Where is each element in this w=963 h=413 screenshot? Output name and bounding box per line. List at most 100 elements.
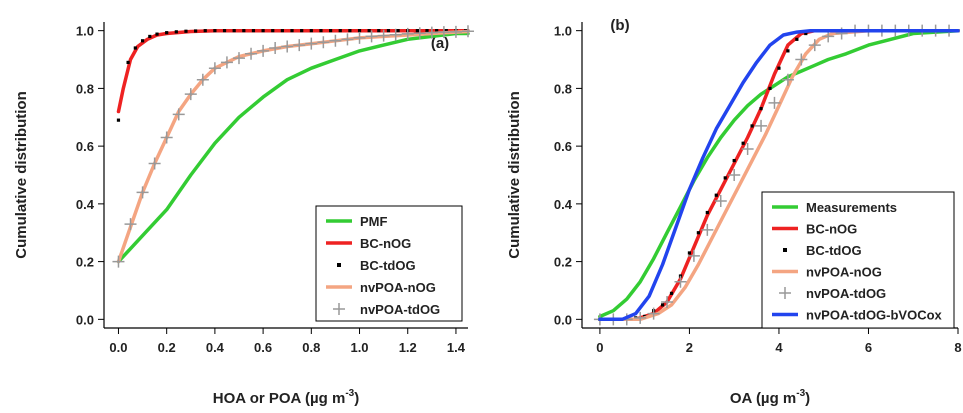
data-point-bc-tdog — [357, 29, 362, 33]
data-point-bc-tdog — [750, 124, 754, 128]
data-point-bc-tdog — [696, 231, 700, 235]
legend-label-bc-tdog: BC-tdOG — [806, 243, 862, 258]
data-point-nvpoa-tdog — [245, 47, 258, 60]
data-point-nvpoa-tdog — [389, 28, 402, 41]
data-point-bc-tdog — [759, 107, 763, 111]
y-tick-label: 0.4 — [554, 197, 573, 212]
data-point-bc-tdog — [300, 29, 304, 33]
y-axis-title: Cumulative distribution — [506, 91, 523, 259]
data-point-nvpoa-tdog — [124, 218, 137, 231]
x-tick-label: 8 — [954, 340, 961, 355]
data-point-bc-tdog — [768, 86, 772, 90]
data-point-bc-tdog — [338, 29, 342, 33]
data-point-nvpoa-tdog — [795, 53, 808, 66]
data-point-nvpoa-tdog — [647, 307, 660, 320]
x-tick-label: 0.0 — [109, 340, 127, 355]
data-point-bc-tdog — [155, 32, 159, 36]
panel-b: 0.0 0.2 0.4 0.6 0.8 1.0 0 2 4 6 8 Cumulative distri… — [506, 17, 962, 407]
axes: 0.0 0.2 0.4 0.6 0.8 1.0 0.0 0.2 0.4 0.6 0.8 1.0 1.2 1… — [76, 22, 468, 355]
data-point-bc-tdog — [203, 29, 207, 33]
data-point-nvpoa-tdog — [449, 25, 462, 38]
data-point-nvpoa-tdog — [768, 96, 781, 109]
data-point-nvpoa-tdog — [257, 44, 270, 57]
panel-label: (b) — [610, 17, 629, 34]
data-point-bc-tdog — [280, 29, 284, 33]
data-point-bc-tdog — [222, 29, 227, 33]
x-tick-label: 6 — [865, 340, 872, 355]
data-point-bc-tdog — [732, 158, 736, 163]
x-tick-label: 0.6 — [254, 340, 272, 355]
data-point-bc-tdog — [184, 29, 188, 33]
legend-label-bc-tdog: BC-tdOG — [360, 258, 416, 273]
data-point-bc-tdog — [348, 29, 352, 33]
data-point-bc-tdog — [705, 210, 709, 215]
data-point-bc-tdog — [377, 29, 381, 33]
data-point-nvpoa-tdog — [136, 186, 149, 199]
data-point-nvpoa-tdog — [661, 296, 674, 309]
data-point-nvpoa-tdog — [674, 275, 687, 288]
legend-label-bc-nog: BC-nOG — [806, 222, 857, 237]
legend-swatch-bc-tdog — [337, 263, 341, 267]
data-point-bc-tdog — [242, 29, 246, 33]
data-point-bc-tdog — [165, 31, 169, 35]
data-point-nvpoa-tdog — [781, 73, 794, 86]
x-tick-label: 2 — [686, 340, 693, 355]
legend-swatch-nvpoa-tdog — [333, 303, 345, 315]
series-line-nvpoa-tdog-bvocox — [598, 28, 960, 322]
data-point-bc-tdog — [290, 29, 294, 33]
data-point-nvpoa-tdog — [341, 33, 354, 46]
y-axis-title: Cumulative distribution — [13, 91, 30, 259]
data-point-nvpoa-tdog — [269, 41, 282, 54]
data-point-nvpoa-tdog — [634, 311, 647, 324]
data-point-nvpoa-tdog — [425, 26, 438, 39]
x-axis-title-end: ) — [805, 390, 810, 407]
data-point-bc-tdog — [309, 29, 313, 33]
data-point-nvpoa-tdog — [281, 40, 294, 53]
data-point-bc-tdog — [435, 29, 439, 33]
legend-label-nvpoa-tdog-bvocox: nvPOA-tdOG-bVOCox — [806, 308, 943, 323]
data-point-bc-tdog — [741, 141, 745, 145]
data-point-nvpoa-tdog — [687, 249, 700, 262]
x-tick-label: 0.4 — [206, 340, 225, 355]
data-point-nvpoa-tdog — [305, 37, 318, 50]
data-point-nvpoa-tdog — [232, 52, 245, 65]
data-point-nvpoa-tdog — [112, 255, 125, 268]
y-tick-label: 1.0 — [76, 24, 94, 39]
x-tick-label: 0 — [596, 340, 603, 355]
data-point-nvpoa-tdog — [353, 31, 366, 44]
y-tick-label: 0.0 — [76, 312, 94, 327]
data-point-bc-tdog — [669, 291, 674, 295]
data-point-bc-tdog — [133, 46, 137, 50]
x-tick-label: 1.0 — [350, 340, 368, 355]
data-point-bc-tdog — [232, 29, 236, 33]
x-tick-label: 4 — [775, 340, 783, 355]
data-point-nvpoa-tdog — [160, 131, 173, 144]
y-tick-label: 1.0 — [554, 24, 572, 39]
series-line-nvpoa-nog — [598, 28, 960, 322]
x-axis-title: OA (µg m-3) — [730, 388, 810, 407]
y-tick-label: 0.6 — [554, 139, 572, 154]
data-point-nvpoa-tdog — [714, 194, 727, 207]
data-point-bc-tdog — [795, 37, 799, 41]
data-point-bc-tdog — [804, 31, 808, 36]
legend-label-nvpoa-nog: nvPOA-nOG — [360, 280, 436, 295]
y-tick-label: 0.2 — [554, 255, 572, 270]
data-point-nvpoa-tdog — [184, 88, 197, 101]
x-tick-label: 1.4 — [447, 340, 466, 355]
x-tick-label: 1.2 — [399, 340, 417, 355]
panel-a: 0.0 0.2 0.4 0.6 0.8 1.0 0.0 0.2 0.4 0.6 0.8 1.0 1.2 1… — [13, 22, 474, 407]
data-point-bc-tdog — [777, 66, 781, 70]
legend-label-nvpoa-tdog: nvPOA-tdOG — [360, 302, 440, 317]
legend-label-measurements: Measurements — [806, 200, 897, 215]
data-point-bc-tdog — [213, 29, 217, 33]
data-point-nvpoa-tdog — [741, 143, 754, 156]
x-tick-label: 0.2 — [158, 340, 176, 355]
data-point-bc-tdog — [261, 29, 265, 33]
legend-label-bc-nog: BC-nOG — [360, 236, 411, 251]
data-point-bc-tdog — [425, 29, 429, 33]
data-point-nvpoa-tdog — [172, 108, 185, 121]
series-line-measurements — [598, 28, 960, 319]
data-point-nvpoa-tdog — [196, 73, 209, 86]
data-point-bc-tdog — [415, 29, 419, 33]
y-tick-label: 0.0 — [554, 312, 572, 327]
